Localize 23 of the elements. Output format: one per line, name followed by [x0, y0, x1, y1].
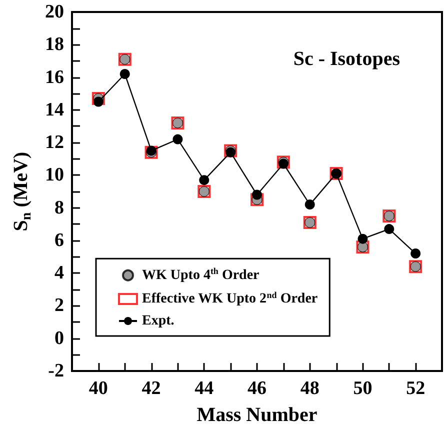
legend-label: Expt. — [142, 314, 174, 328]
x-axis-title: Mass Number — [196, 404, 318, 426]
y-tick-label: 18 — [45, 34, 64, 56]
x-tick-label: 50 — [353, 378, 372, 399]
y-tick-label: 10 — [45, 164, 64, 186]
x-tick-label: 40 — [88, 378, 108, 399]
x-tick-label: 46 — [248, 378, 266, 399]
y-tick-label: 6 — [54, 230, 64, 251]
x-tick-label: 52 — [406, 378, 426, 399]
y-tick-label: 0 — [54, 328, 64, 349]
y-tick-label: -2 — [48, 360, 64, 382]
y-tick-label: 12 — [45, 132, 64, 154]
x-tick-label: 48 — [300, 378, 320, 399]
text: Sc - Isotopes — [293, 48, 400, 70]
x-tick-label: 44 — [194, 378, 214, 399]
y-tick-label: 2 — [54, 295, 64, 316]
y-tick-label: 14 — [45, 99, 64, 120]
y-axis-title: Sn (MeV) — [10, 152, 35, 232]
y-tick-label: 20 — [45, 2, 64, 22]
x-tick-label: 42 — [142, 378, 161, 399]
y-tick-label: 16 — [45, 66, 64, 88]
y-tick-label: 4 — [54, 262, 64, 284]
y-tick-label: 8 — [54, 197, 64, 218]
